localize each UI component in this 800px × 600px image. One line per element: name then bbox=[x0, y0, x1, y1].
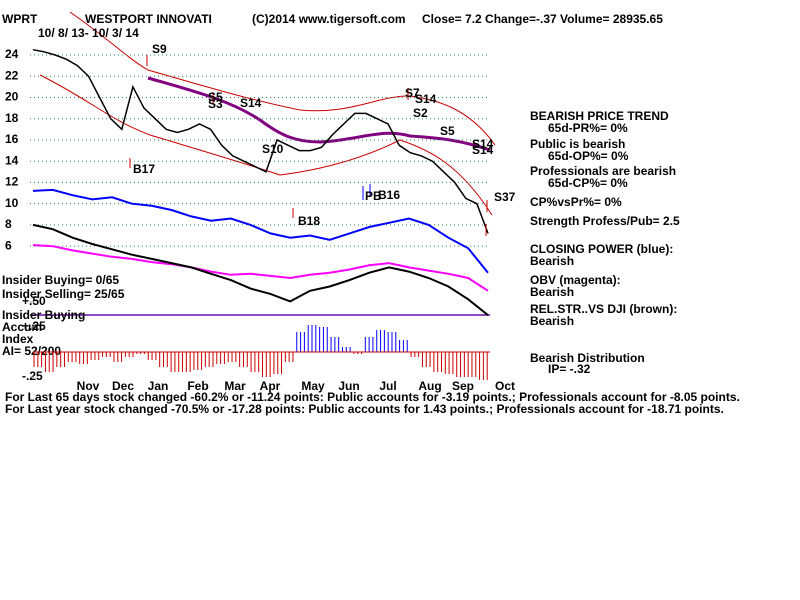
signal-label: S14 bbox=[240, 96, 262, 110]
y-tick-label: 22 bbox=[5, 68, 19, 82]
panel-text: 65d-CP%= 0% bbox=[548, 176, 628, 190]
signal-label: B16 bbox=[378, 188, 400, 202]
lower-band bbox=[39, 74, 493, 216]
ai-label: AI= 52/200 bbox=[2, 344, 61, 358]
y-tick-label: 10 bbox=[5, 196, 19, 210]
legend-status: Bearish bbox=[530, 285, 574, 299]
y-tick-label: 12 bbox=[5, 175, 19, 189]
insider-buying: Insider Buying= 0/65 bbox=[2, 273, 119, 287]
signal-label: S7 bbox=[405, 86, 420, 100]
y-tick-label: 16 bbox=[5, 132, 19, 146]
ticker: WPRT bbox=[2, 12, 38, 26]
panel-text: 65d-PR%= 0% bbox=[548, 121, 628, 135]
indicator-line bbox=[32, 223, 489, 316]
signal-label: S5 bbox=[440, 124, 455, 138]
x-tick-label: Apr bbox=[260, 379, 281, 393]
signal-label: S14 bbox=[472, 143, 494, 157]
panel-text: CP%vsPr%= 0% bbox=[530, 195, 622, 209]
footer-line: For Last year stock changed -70.5% or -1… bbox=[5, 402, 724, 416]
signal-label: S9 bbox=[152, 42, 167, 56]
source: (C)2014 www.tigersoft.com bbox=[252, 12, 406, 26]
x-tick-label: Aug bbox=[418, 379, 441, 393]
y-tick-label: 24 bbox=[5, 47, 19, 61]
legend-status: Bearish bbox=[530, 254, 574, 268]
accum-tick-label: +.25 bbox=[22, 319, 46, 333]
y-tick-label: 18 bbox=[5, 111, 19, 125]
index-label: Index bbox=[2, 332, 34, 346]
signal-label: S3 bbox=[208, 97, 223, 111]
x-tick-label: Mar bbox=[224, 379, 246, 393]
upper-band bbox=[69, 11, 496, 146]
x-tick-label: Sep bbox=[452, 379, 474, 393]
date-range: 10/ 8/ 13- 10/ 3/ 14 bbox=[38, 26, 139, 40]
legend-status: Bearish bbox=[530, 314, 574, 328]
signal-label: S37 bbox=[494, 190, 516, 204]
x-tick-label: Oct bbox=[495, 379, 515, 393]
footer-line: For Last 65 days stock changed -60.2% or… bbox=[5, 390, 740, 404]
indicator-line bbox=[32, 188, 489, 274]
legend-label: OBV (magenta): bbox=[530, 273, 621, 287]
y-tick-label: 14 bbox=[5, 153, 19, 167]
accum-tick-label: -.25 bbox=[22, 369, 43, 383]
y-tick-label: 6 bbox=[5, 238, 12, 252]
signal-label: S10 bbox=[262, 142, 284, 156]
panel-text: Professionals are bearish bbox=[530, 164, 676, 178]
x-tick-label: Nov bbox=[77, 379, 100, 393]
insider-selling: Insider Selling= 25/65 bbox=[2, 287, 125, 301]
accum-tick-label: +.50 bbox=[22, 294, 46, 308]
indicator-line bbox=[32, 244, 489, 292]
x-tick-label: Jul bbox=[379, 379, 396, 393]
x-tick-label: May bbox=[301, 379, 325, 393]
x-tick-label: Jun bbox=[338, 379, 359, 393]
panel-text: Bearish Distribution bbox=[530, 351, 645, 365]
signal-label: S14 bbox=[415, 92, 437, 106]
insider-label: Insider Buying bbox=[2, 308, 85, 322]
price-line bbox=[32, 48, 489, 234]
signal-label: B17 bbox=[133, 162, 155, 176]
panel-text: 65d-OP%= 0% bbox=[548, 149, 629, 163]
y-tick-label: 20 bbox=[5, 90, 19, 104]
x-tick-label: Jan bbox=[148, 379, 169, 393]
x-tick-label: Dec bbox=[112, 379, 134, 393]
signal-label: PB bbox=[365, 189, 382, 203]
signal-label: S2 bbox=[413, 106, 428, 120]
moving-average bbox=[147, 76, 491, 152]
accum-label: Accum bbox=[2, 320, 42, 334]
panel-text: Strength Profess/Pub= 2.5 bbox=[530, 214, 680, 228]
y-tick-label: 8 bbox=[5, 217, 12, 231]
signal-label: S5 bbox=[208, 90, 223, 104]
legend-label: REL.STR..VS DJI (brown): bbox=[530, 302, 677, 316]
panel-text: BEARISH PRICE TREND bbox=[530, 109, 669, 123]
panel-text: IP= -.32 bbox=[548, 362, 591, 376]
company: WESTPORT INNOVATI bbox=[85, 12, 212, 26]
signal-label: S14 bbox=[472, 137, 494, 151]
signal-label: B18 bbox=[298, 214, 320, 228]
x-tick-label: Feb bbox=[187, 379, 208, 393]
panel-text: Public is bearish bbox=[530, 137, 625, 151]
legend-label: CLOSING POWER (blue): bbox=[530, 242, 673, 256]
quote: Close= 7.2 Change=-.37 Volume= 28935.65 bbox=[422, 12, 663, 26]
